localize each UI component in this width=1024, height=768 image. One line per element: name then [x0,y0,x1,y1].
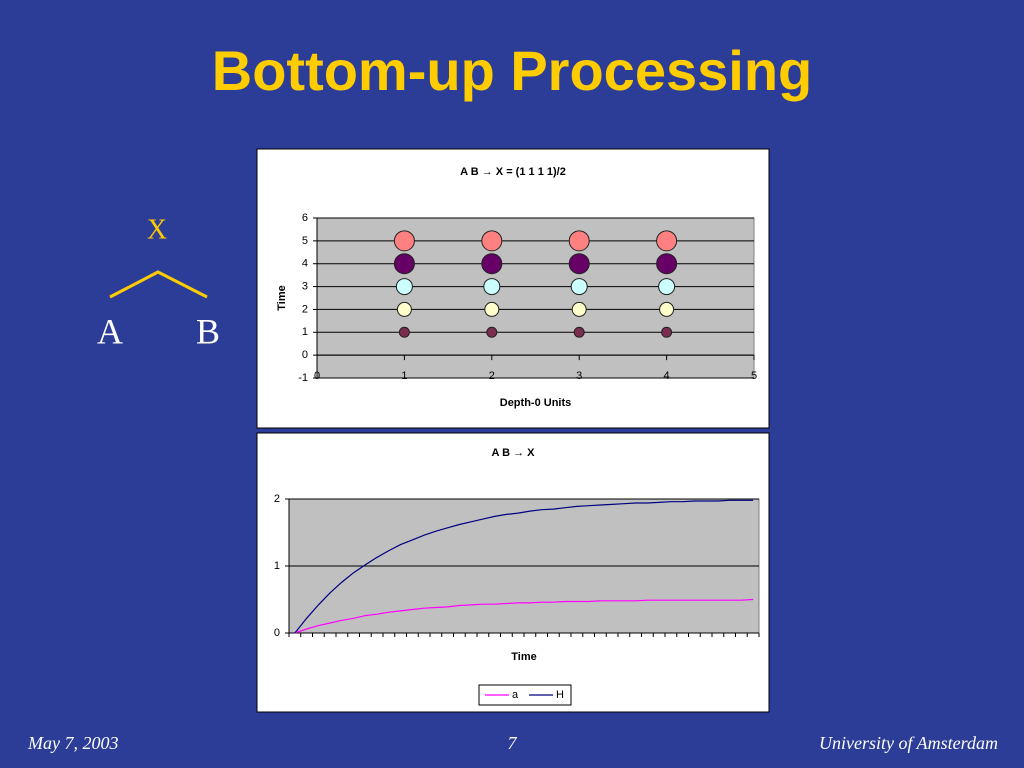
x-axis-label: Time [511,651,536,663]
y-tick-label: 1 [302,326,308,338]
plot-area [316,217,755,379]
x-tick-label: 5 [751,370,757,382]
legend-label: H [556,689,564,701]
tree-branches [109,270,208,299]
data-point [570,278,588,296]
chart-title: A B → X [492,447,536,459]
y-tick-label: 0 [302,349,308,361]
footer-page: 7 [508,733,518,753]
data-point [573,326,585,338]
data-point [481,230,503,252]
data-point [571,301,587,317]
data-line [294,499,754,634]
y-tick-label: 1 [274,560,280,572]
data-point [658,278,676,296]
y-tick-label: -1 [298,372,308,384]
data-point [568,253,590,275]
legend-box [478,684,572,706]
slide-title: Bottom-up Processing [212,39,812,102]
y-tick-label: 4 [302,258,308,270]
footer-institution: University of Amsterdam [819,733,998,753]
data-point [483,278,501,296]
data-point [395,278,413,296]
footer-date: May 7, 2003 [27,733,118,753]
y-tick-label: 6 [302,212,308,224]
data-point [393,230,415,252]
chart-title: A B → X = (1 1 1 1)/2 [460,166,566,178]
tree-leaf: B [196,311,220,351]
data-point [398,326,410,338]
x-tick-label: 3 [576,370,582,382]
x-tick-label: 1 [401,370,407,382]
data-point [568,230,590,252]
tree-root: X [147,214,167,245]
data-point [486,326,498,338]
data-point [656,230,678,252]
y-tick-label: 0 [274,627,280,639]
data-point [484,301,500,317]
x-tick-label: 2 [489,370,495,382]
x-tick-label: 4 [664,370,670,382]
data-point [481,253,503,275]
data-point [396,301,412,317]
x-axis-label: Depth-0 Units [500,397,572,409]
data-point [393,253,415,275]
x-tick-label: 0 [314,370,320,382]
y-tick-label: 2 [302,303,308,315]
data-point [661,326,673,338]
y-tick-label: 2 [274,493,280,505]
y-tick-label: 5 [302,235,308,247]
data-point [659,301,675,317]
data-point [656,253,678,275]
y-tick-label: 3 [302,280,308,292]
data-line [294,598,754,634]
tree-leaf: A [97,311,123,351]
y-axis-label: Time [276,285,288,310]
legend-label: a [512,689,519,701]
